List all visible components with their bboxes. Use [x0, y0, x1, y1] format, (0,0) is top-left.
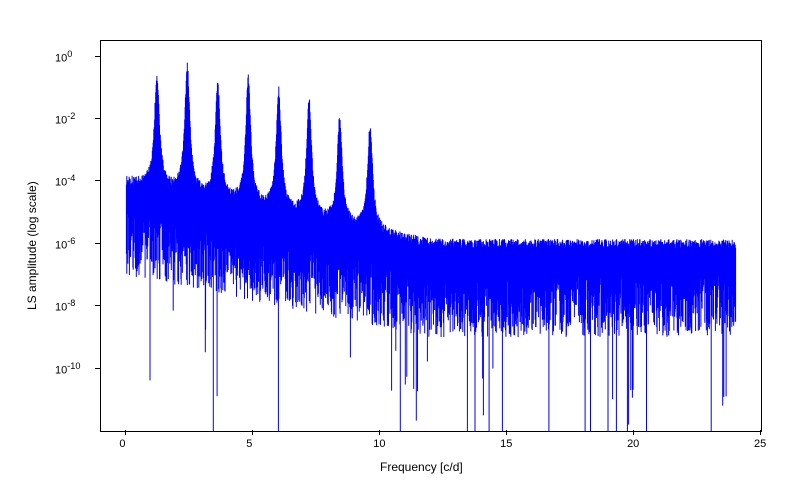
x-tick-label: 10 [373, 438, 385, 450]
x-tick-label: 20 [627, 438, 639, 450]
plot-area [100, 40, 762, 432]
x-tick [252, 430, 253, 435]
y-tick [95, 243, 100, 244]
y-tick [95, 368, 100, 369]
y-tick-label: 10-8 [55, 298, 75, 314]
x-tick-label: 5 [246, 438, 252, 450]
y-tick [95, 118, 100, 119]
y-tick-label: 10-4 [55, 173, 75, 189]
y-axis-label: LS amplitude (log scale) [25, 181, 39, 310]
x-axis-label: Frequency [c/d] [380, 460, 463, 474]
y-tick [95, 305, 100, 306]
y-tick-label: 100 [55, 49, 72, 65]
x-tick-label: 25 [754, 438, 766, 450]
x-tick [379, 430, 380, 435]
y-tick-label: 10-2 [55, 111, 75, 127]
y-tick-label: 10-10 [55, 361, 80, 377]
x-tick [633, 430, 634, 435]
x-tick-label: 0 [119, 438, 125, 450]
x-tick [125, 430, 126, 435]
y-tick [95, 180, 100, 181]
x-tick-label: 15 [500, 438, 512, 450]
x-tick [760, 430, 761, 435]
x-tick [506, 430, 507, 435]
ls-periodogram-trace [101, 41, 761, 431]
spectrum-line [126, 63, 735, 431]
chart-container: LS amplitude (log scale) Frequency [c/d]… [0, 0, 800, 500]
y-tick-label: 10-6 [55, 236, 75, 252]
y-tick [95, 56, 100, 57]
